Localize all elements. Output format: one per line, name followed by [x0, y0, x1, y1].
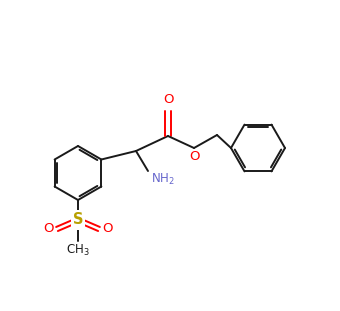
Text: O: O [190, 150, 200, 163]
Text: CH$_3$: CH$_3$ [66, 243, 90, 258]
Text: O: O [102, 222, 113, 235]
Text: S: S [73, 212, 83, 228]
Text: O: O [163, 93, 173, 106]
Text: O: O [44, 222, 54, 235]
Text: NH$_2$: NH$_2$ [151, 172, 175, 187]
